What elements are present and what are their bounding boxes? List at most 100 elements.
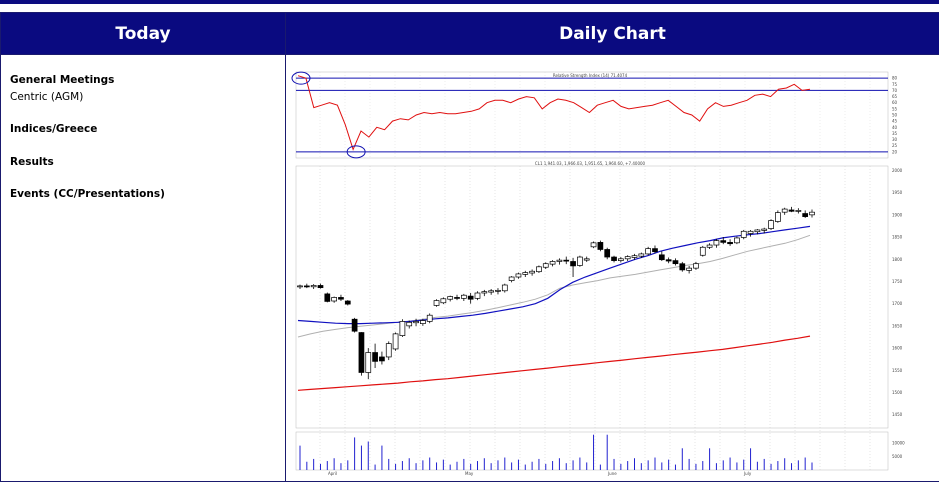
price-tick-label: 1900 — [892, 212, 903, 217]
sma-grey-line — [297, 234, 811, 338]
candle — [631, 255, 638, 258]
rsi-tick-label: 30 — [892, 137, 898, 142]
rsi-line — [297, 75, 811, 151]
candle — [385, 343, 392, 358]
top-border — [0, 0, 939, 4]
candle — [365, 352, 372, 373]
candle — [713, 240, 720, 246]
sma-red-line — [297, 335, 811, 391]
candle — [481, 291, 488, 294]
candle — [433, 300, 440, 306]
candle — [549, 261, 556, 265]
candle — [788, 209, 795, 212]
price-tick-label: 1650 — [892, 323, 903, 328]
sma-blue-line — [297, 225, 811, 325]
candle — [522, 272, 529, 275]
candle — [508, 276, 515, 281]
candle — [652, 248, 658, 253]
rsi-tick-label: 40 — [892, 125, 898, 130]
rsi-tick-label: 35 — [892, 131, 898, 136]
today-header: Today — [1, 13, 285, 55]
candle — [495, 289, 501, 292]
price-tick-label: 1550 — [892, 368, 903, 373]
price-tick-label: 1800 — [892, 257, 903, 262]
volume-tick-label: 5000 — [892, 454, 903, 459]
candle — [590, 242, 597, 248]
candle — [467, 295, 474, 300]
candle — [303, 285, 310, 288]
candle — [413, 321, 419, 324]
candle — [454, 297, 460, 299]
candle — [529, 270, 535, 274]
candle — [747, 230, 754, 234]
candle — [679, 263, 686, 271]
general-meetings-item[interactable]: Centric (AGM) — [10, 91, 84, 103]
price-tick-label: 1500 — [892, 390, 903, 395]
price-tick-label: 1950 — [892, 190, 903, 195]
candle — [447, 296, 454, 300]
price-tick-label: 1850 — [892, 235, 903, 240]
candle — [802, 213, 809, 217]
price-pane — [295, 165, 889, 429]
candle — [406, 321, 413, 327]
candle — [344, 300, 351, 305]
candle — [795, 210, 802, 212]
rsi-tick-label: 75 — [892, 82, 898, 87]
candle — [372, 352, 378, 362]
candle — [358, 332, 365, 373]
today-panel: Today General Meetings Centric (AGM) Ind… — [0, 12, 286, 482]
candle — [474, 292, 481, 299]
month-label: May — [465, 471, 474, 476]
candle — [658, 254, 665, 261]
price-tick-label: 1600 — [892, 346, 903, 351]
candle — [693, 263, 699, 269]
candle — [297, 285, 303, 288]
candle — [577, 256, 583, 266]
rsi-tick-label: 60 — [892, 100, 898, 105]
candle — [781, 208, 788, 213]
price-label: CL1 1,941.03, 1,966.03, 1,951.65, 1,960.… — [535, 161, 646, 166]
candle — [638, 253, 645, 257]
candle — [338, 297, 344, 300]
price-tick-label: 2000 — [892, 168, 903, 173]
volume-tick-label: 10000 — [892, 440, 905, 445]
candle — [379, 356, 385, 362]
candle — [665, 259, 672, 262]
results-heading: Results — [10, 156, 54, 168]
candle — [706, 244, 713, 248]
candle — [672, 260, 679, 265]
candle — [720, 240, 727, 243]
candle — [426, 314, 433, 322]
volume-pane — [295, 431, 889, 471]
rsi-tick-label: 45 — [892, 119, 898, 124]
candle — [583, 258, 590, 261]
candle — [768, 220, 774, 229]
rsi-tick-label: 80 — [892, 76, 898, 81]
candle — [399, 321, 406, 336]
price-tick-label: 1750 — [892, 279, 903, 284]
events-heading: Events (CC/Presentations) — [10, 188, 165, 200]
month-label: June — [607, 471, 617, 476]
rsi-tick-label: 70 — [892, 88, 898, 93]
candle — [686, 267, 692, 271]
rsi-highlight-circle — [346, 145, 366, 159]
candle — [317, 285, 324, 289]
candle — [563, 259, 570, 262]
rsi-pane — [295, 71, 889, 159]
rsi-label: Relative Strength Index (14) 71.4074 — [553, 73, 628, 78]
candle — [460, 294, 467, 299]
candle — [645, 248, 652, 255]
candle — [440, 298, 447, 304]
daily-chart-panel: Daily Chart 80 75 70 65 60 55 50 45 40 35 30 25 20 Re… — [285, 12, 939, 482]
candle — [392, 333, 399, 350]
indices-greece-heading: Indices/Greece — [10, 123, 98, 135]
candle — [624, 256, 631, 260]
month-label: July — [743, 471, 752, 476]
candle — [734, 237, 740, 244]
rsi-tick-label: 55 — [892, 106, 898, 111]
candle — [310, 285, 317, 288]
candle — [699, 246, 706, 256]
candle — [809, 211, 815, 216]
candle — [556, 259, 563, 262]
